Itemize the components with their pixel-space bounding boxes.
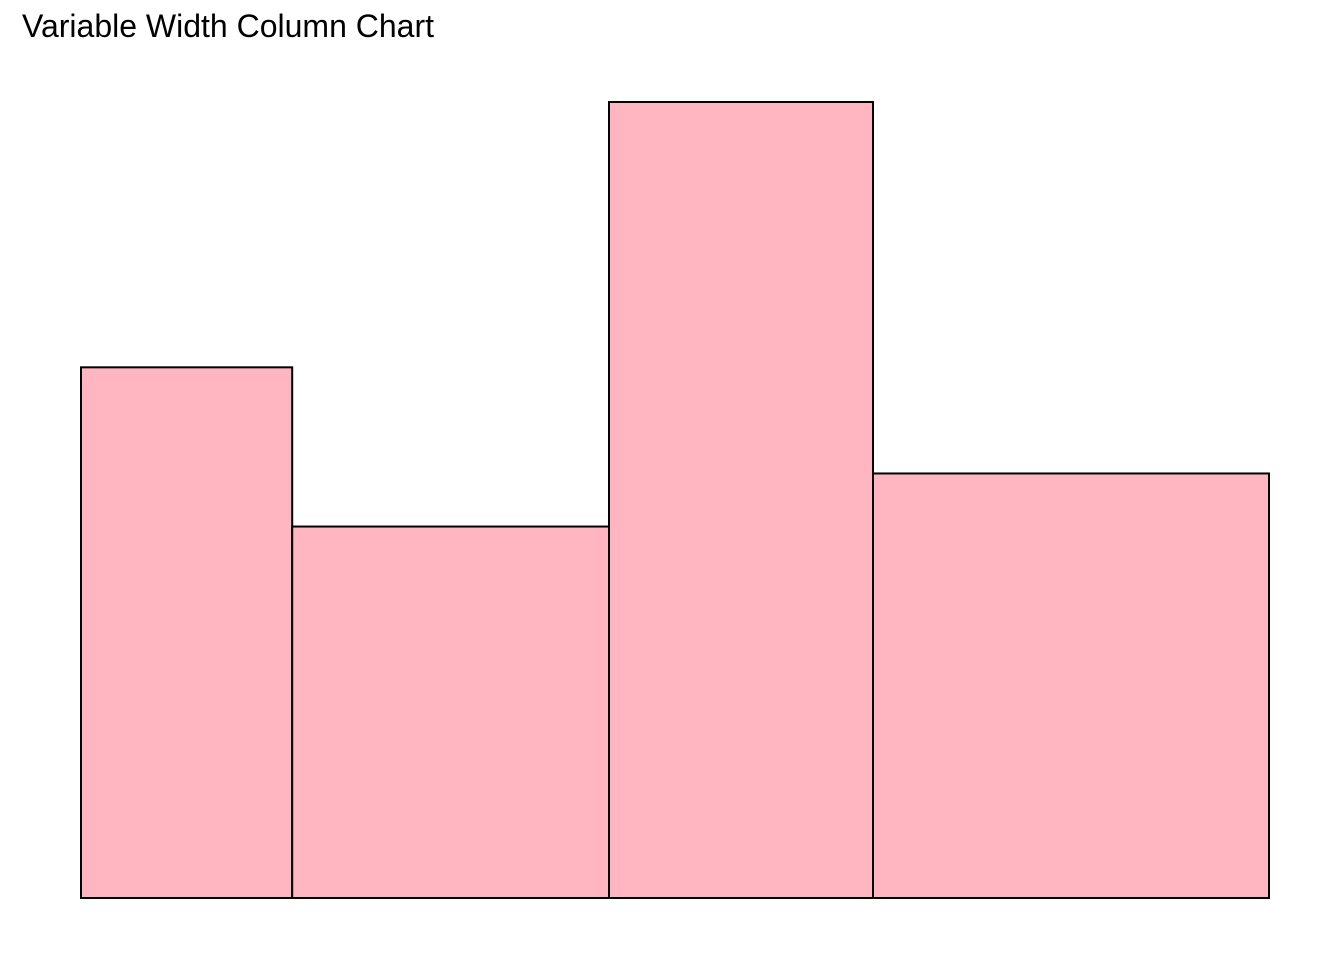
bar-1	[80, 366, 294, 900]
chart-title: Variable Width Column Chart	[22, 8, 435, 44]
bar-2	[291, 525, 610, 899]
bar-3	[608, 101, 874, 899]
bar-4	[872, 472, 1270, 899]
